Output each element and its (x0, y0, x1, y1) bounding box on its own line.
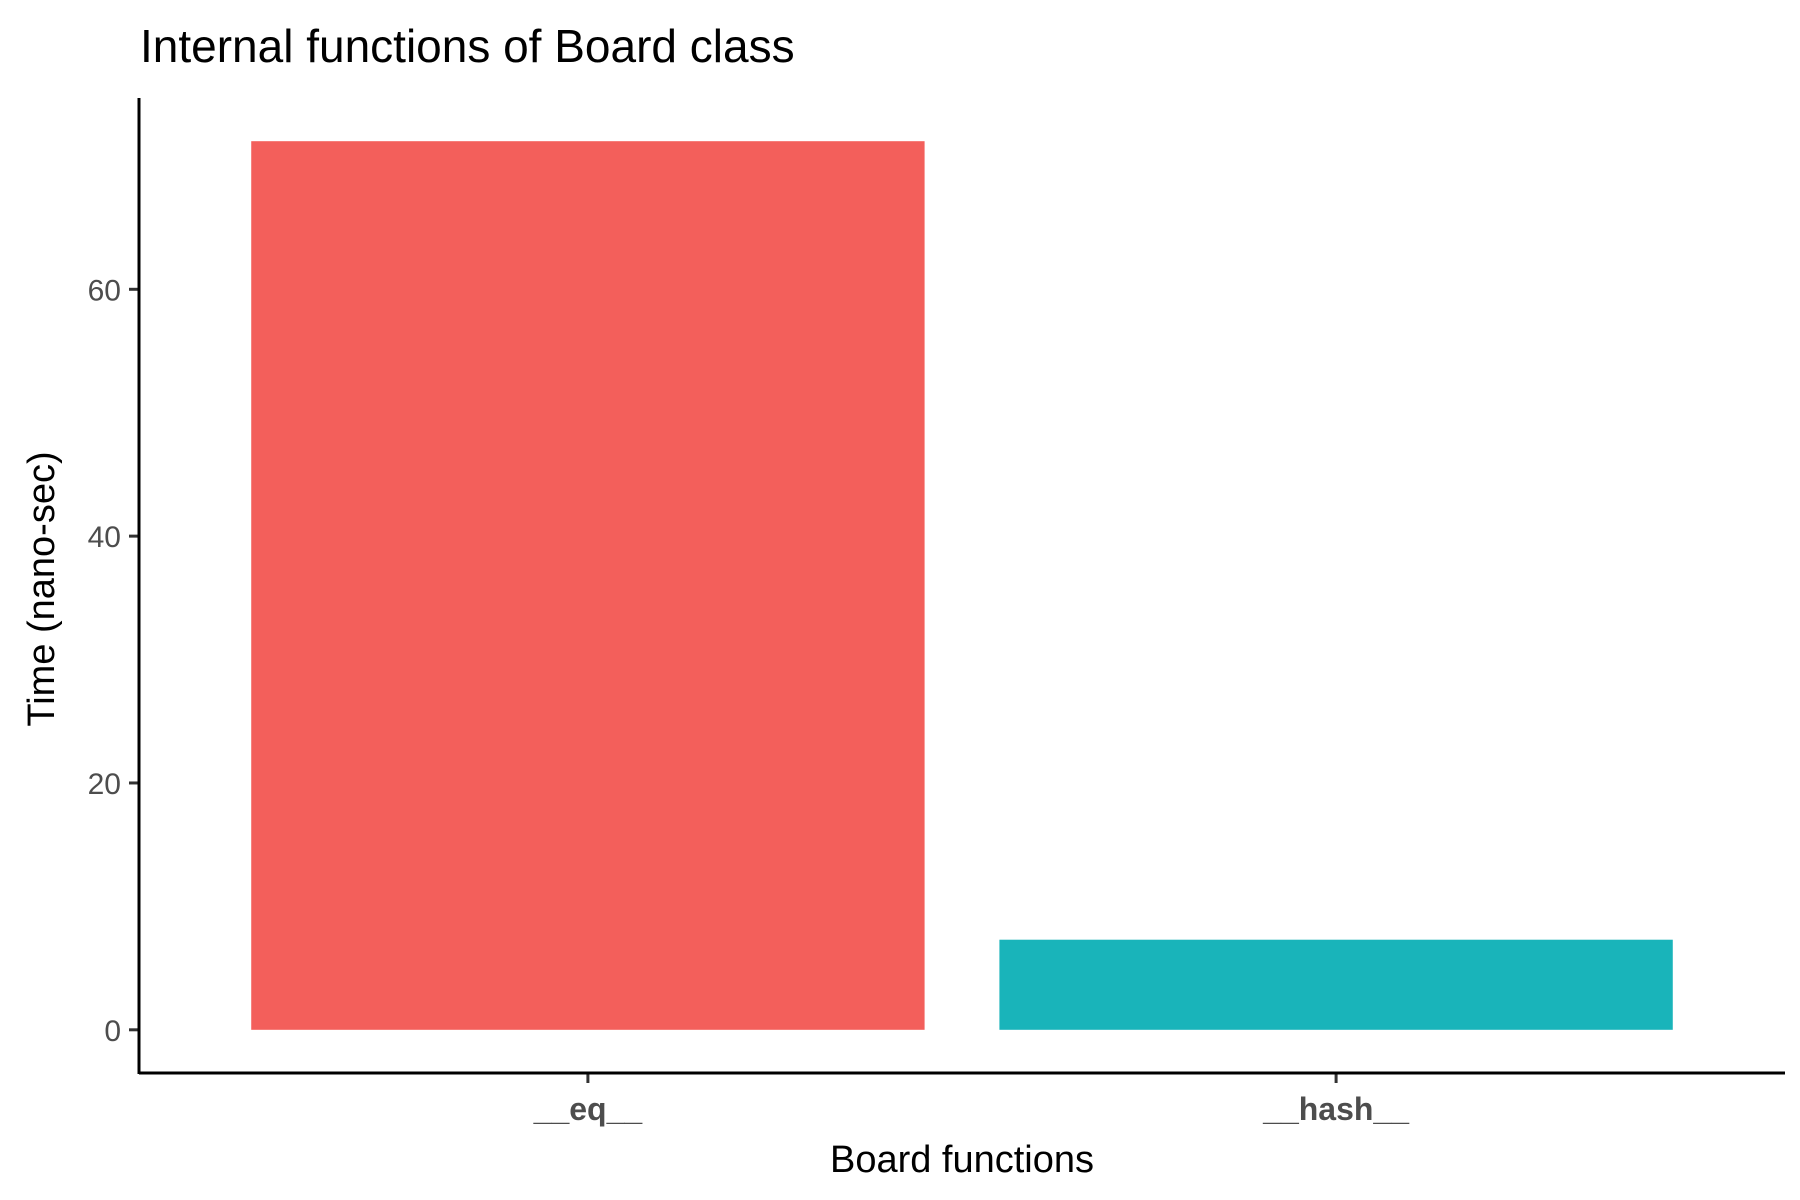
chart-title: Internal functions of Board class (140, 20, 795, 72)
x-axis-ticks: __eq__ __hash__ (533, 1073, 1410, 1127)
y-tick-label: 0 (104, 1015, 121, 1048)
y-axis-title: Time (nano-sec) (21, 451, 63, 726)
bar-hash (999, 939, 1673, 1030)
x-tick-label: __eq__ (533, 1091, 644, 1127)
x-axis-title: Board functions (830, 1139, 1094, 1181)
bars-group (251, 141, 1673, 1030)
y-tick-label: 20 (88, 768, 121, 801)
y-tick-label: 40 (88, 521, 121, 554)
y-axis-ticks: 0 20 40 60 (88, 274, 139, 1048)
y-tick-label: 60 (88, 274, 121, 307)
bar-eq (251, 141, 925, 1030)
x-tick-label: __hash__ (1262, 1091, 1410, 1127)
